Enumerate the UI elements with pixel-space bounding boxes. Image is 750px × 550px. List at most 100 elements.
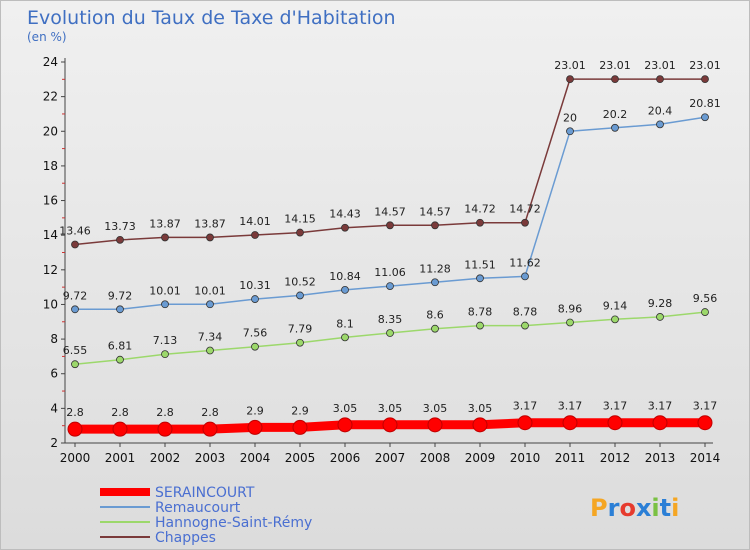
data-label: 14.57 [374, 205, 406, 218]
x-tick-label: 2012 [600, 451, 631, 465]
x-tick-label: 2000 [60, 451, 91, 465]
data-label: 9.14 [603, 299, 628, 312]
data-label: 8.35 [378, 313, 403, 326]
logo-letter: i [651, 494, 659, 522]
data-label: 23.01 [554, 59, 586, 72]
data-point [251, 342, 259, 351]
data-label: 14.72 [509, 203, 541, 216]
data-label: 6.55 [63, 344, 88, 357]
data-point [116, 355, 124, 364]
data-label: 20.81 [689, 97, 721, 110]
data-point [472, 417, 488, 433]
data-label: 7.13 [153, 334, 178, 347]
data-label: 10.01 [149, 284, 181, 297]
data-point [431, 221, 439, 230]
data-point [427, 417, 443, 433]
data-label: 9.72 [108, 289, 133, 302]
data-label: 7.34 [198, 331, 223, 344]
data-label: 2.9 [291, 404, 309, 417]
data-label: 20.2 [603, 108, 628, 121]
data-point [607, 415, 623, 431]
data-point [701, 75, 709, 84]
data-point [67, 421, 83, 437]
data-point [161, 233, 169, 242]
data-point [652, 415, 668, 431]
x-tick-label: 2001 [105, 451, 136, 465]
logo-letter: P [590, 494, 608, 522]
data-point [341, 333, 349, 342]
logo-letter: o [619, 494, 636, 522]
data-label: 9.28 [648, 297, 673, 310]
data-point [247, 419, 263, 435]
data-label: 7.79 [288, 323, 313, 336]
data-label: 3.17 [513, 400, 538, 413]
x-tick-label: 2009 [465, 451, 496, 465]
data-point [296, 338, 304, 347]
data-point [566, 75, 574, 84]
series-lines [67, 75, 713, 437]
data-point [296, 291, 304, 300]
data-point [116, 305, 124, 314]
data-label: 9.56 [693, 292, 718, 305]
data-point [206, 300, 214, 309]
data-point [611, 315, 619, 324]
data-label: 3.05 [423, 402, 448, 415]
data-point [382, 417, 398, 433]
data-label: 13.87 [194, 217, 226, 230]
data-label: 8.6 [426, 309, 444, 322]
y-tick-label: 4 [50, 401, 58, 415]
data-point [161, 300, 169, 309]
data-point [656, 120, 664, 129]
data-point [112, 421, 128, 437]
data-point [566, 127, 574, 136]
data-label: 2.8 [156, 406, 174, 419]
data-label: 3.17 [603, 400, 628, 413]
x-tick-label: 2013 [645, 451, 676, 465]
data-label: 8.96 [558, 302, 583, 315]
data-point [701, 308, 709, 316]
data-labels: 13.46 13.73 13.87 13.87 14.01 14.15 14.43 14.57… [59, 59, 721, 419]
data-point [292, 419, 308, 435]
data-label: 10.52 [284, 275, 316, 288]
data-point [296, 228, 304, 237]
data-label: 8.1 [336, 317, 354, 330]
data-label: 2.8 [201, 406, 219, 419]
data-label: 10.01 [194, 284, 226, 297]
data-point [566, 318, 574, 327]
x-tick-label: 2010 [510, 451, 541, 465]
y-tick-label: 12 [43, 263, 58, 277]
data-label: 23.01 [689, 59, 721, 72]
data-label: 23.01 [599, 59, 631, 72]
x-tick-label: 2005 [285, 451, 316, 465]
data-point [521, 321, 529, 330]
data-point [202, 421, 218, 437]
data-point [476, 274, 484, 283]
data-label: 14.01 [239, 215, 271, 228]
y-tick-label: 16 [43, 194, 58, 208]
data-point [71, 360, 79, 369]
data-label: 8.78 [468, 306, 493, 319]
data-point [251, 231, 259, 239]
data-label: 14.43 [329, 208, 361, 221]
x-tick-label: 2008 [420, 451, 451, 465]
data-label: 7.56 [243, 327, 268, 340]
data-label: 13.46 [59, 225, 91, 238]
logo-letter: t [660, 494, 671, 522]
data-label: 2.8 [66, 406, 84, 419]
data-point [161, 350, 169, 359]
x-tick-label: 2003 [195, 451, 226, 465]
logo-letter: i [671, 494, 679, 522]
data-label: 9.72 [63, 289, 88, 302]
legend-label: SERAINCOURT [155, 485, 255, 501]
data-point [521, 218, 529, 227]
data-point [431, 278, 439, 287]
y-tick-label: 22 [43, 90, 58, 104]
y-tick-label: 6 [50, 367, 58, 381]
proxiti-logo: Proxiti [590, 494, 679, 522]
legend-label: Chappes [155, 530, 216, 546]
data-label: 6.81 [108, 340, 133, 353]
data-point [341, 223, 349, 232]
data-point [116, 235, 124, 244]
x-tick-label: 2006 [330, 451, 361, 465]
